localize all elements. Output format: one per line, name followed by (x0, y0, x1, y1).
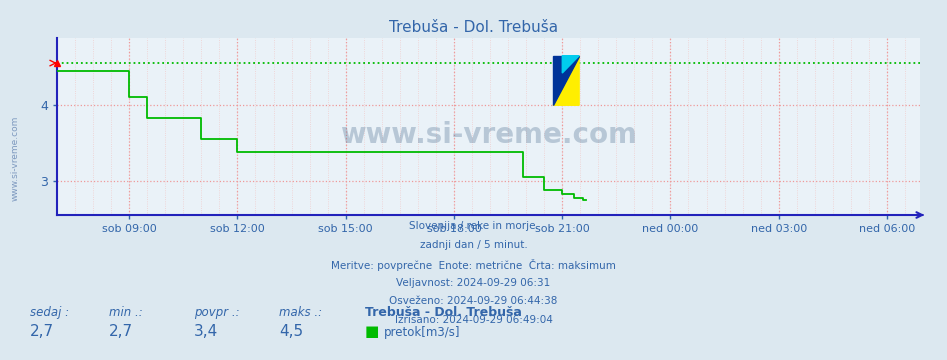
Text: sedaj :: sedaj : (30, 306, 69, 319)
Polygon shape (553, 56, 580, 105)
Text: Slovenija / reke in morje.: Slovenija / reke in morje. (408, 221, 539, 231)
Text: Trebuša - Dol. Trebuša: Trebuša - Dol. Trebuša (389, 20, 558, 35)
Polygon shape (553, 56, 580, 105)
Text: 4,5: 4,5 (279, 324, 303, 339)
Text: povpr .:: povpr .: (194, 306, 240, 319)
Text: Veljavnost: 2024-09-29 06:31: Veljavnost: 2024-09-29 06:31 (397, 278, 550, 288)
Text: Izrisano: 2024-09-29 06:49:04: Izrisano: 2024-09-29 06:49:04 (395, 315, 552, 325)
Text: 3,4: 3,4 (194, 324, 219, 339)
Text: Osveženo: 2024-09-29 06:44:38: Osveženo: 2024-09-29 06:44:38 (389, 296, 558, 306)
Text: 2,7: 2,7 (30, 324, 54, 339)
Text: maks .:: maks .: (279, 306, 323, 319)
Text: www.si-vreme.com: www.si-vreme.com (10, 116, 20, 201)
Polygon shape (563, 56, 580, 73)
Text: pretok[m3/s]: pretok[m3/s] (384, 326, 460, 339)
Text: Meritve: povprečne  Enote: metrične  Črta: maksimum: Meritve: povprečne Enote: metrične Črta:… (331, 259, 616, 271)
Text: www.si-vreme.com: www.si-vreme.com (340, 121, 637, 149)
Text: ■: ■ (365, 324, 379, 339)
Text: Trebuša - Dol. Trebuša: Trebuša - Dol. Trebuša (365, 306, 522, 319)
Text: 2,7: 2,7 (109, 324, 133, 339)
Text: zadnji dan / 5 minut.: zadnji dan / 5 minut. (420, 240, 527, 250)
Text: min .:: min .: (109, 306, 143, 319)
